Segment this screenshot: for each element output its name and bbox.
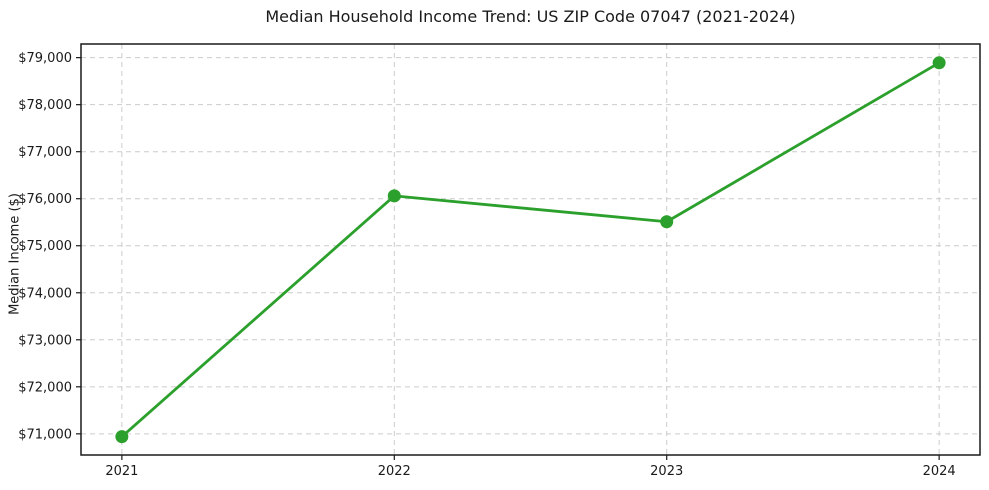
y-tick-label: $74,000 [18, 286, 72, 301]
axes-spines [80, 43, 981, 456]
y-tick-label: $71,000 [18, 427, 72, 442]
y-tick-label: $72,000 [18, 380, 72, 395]
y-tick-label: $73,000 [18, 333, 72, 348]
x-tick-label: 2024 [923, 464, 956, 479]
data-point-marker [660, 215, 674, 229]
y-tick-label: $78,000 [18, 98, 72, 113]
data-point-marker [932, 56, 946, 70]
x-tick-label: 2023 [650, 464, 683, 479]
y-tick-label: $76,000 [18, 192, 72, 207]
data-point-marker [115, 430, 129, 444]
y-axis-label-text: Median Income ($) [7, 193, 23, 315]
x-tick-label: 2021 [105, 464, 138, 479]
y-tick-label: $79,000 [18, 51, 72, 66]
y-tick-label: $77,000 [18, 145, 72, 160]
chart-title: Median Household Income Trend: US ZIP Co… [265, 7, 796, 26]
data-line [120, 61, 941, 439]
y-tick-label: $75,000 [18, 239, 72, 254]
x-tick-label: 2022 [378, 464, 411, 479]
data-point-marker [387, 189, 401, 203]
